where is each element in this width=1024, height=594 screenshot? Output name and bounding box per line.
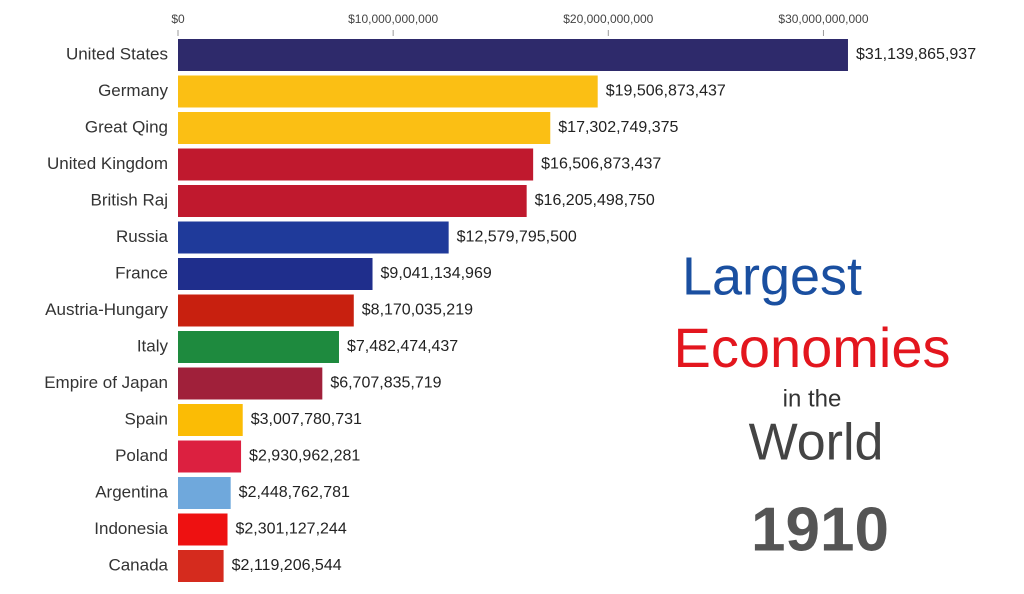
title-line: 1910 — [751, 495, 889, 564]
value-label: $17,302,749,375 — [558, 119, 678, 136]
bar — [178, 294, 354, 327]
category-label: United Kingdom — [47, 154, 168, 173]
category-label: Canada — [108, 555, 168, 574]
value-label: $8,170,035,219 — [362, 302, 473, 319]
category-label: Indonesia — [94, 519, 168, 538]
bar — [178, 39, 848, 71]
title-line: Largest — [682, 246, 862, 306]
category-label: Empire of Japan — [44, 373, 168, 392]
value-label: $2,301,127,244 — [236, 521, 347, 538]
bar — [178, 404, 243, 436]
value-label: $3,007,780,731 — [251, 411, 362, 428]
bar — [178, 112, 551, 144]
title-line: World — [749, 414, 884, 472]
x-tick-label: $20,000,000,000 — [563, 12, 653, 26]
bar — [178, 440, 242, 473]
value-label: $2,448,762,781 — [239, 484, 350, 501]
title-line: in the — [783, 385, 842, 412]
x-tick-label: $0 — [171, 12, 185, 26]
category-label: Russia — [116, 227, 169, 246]
category-label: Argentina — [95, 482, 168, 501]
value-label: $12,579,795,500 — [457, 229, 577, 246]
bar — [178, 221, 449, 254]
bar — [178, 477, 231, 509]
bar — [178, 185, 527, 217]
category-label: France — [115, 263, 168, 282]
value-label: $2,930,962,281 — [249, 448, 360, 465]
value-label: $16,506,873,437 — [541, 156, 661, 173]
category-label: Germany — [98, 81, 168, 100]
x-tick-label: $30,000,000,000 — [778, 12, 868, 26]
category-label: Poland — [115, 446, 168, 465]
bar — [178, 148, 534, 181]
value-label: $9,041,134,969 — [381, 265, 492, 282]
category-label: Spain — [125, 409, 168, 428]
value-label: $16,205,498,750 — [535, 192, 655, 209]
bar — [178, 331, 339, 363]
value-label: $19,506,873,437 — [606, 83, 726, 100]
bar — [178, 367, 323, 400]
category-label: United States — [66, 44, 168, 63]
bar — [178, 513, 228, 546]
value-label: $6,707,835,719 — [330, 375, 441, 392]
bar — [178, 550, 224, 582]
category-label: Austria-Hungary — [45, 300, 168, 319]
value-label: $2,119,206,544 — [232, 557, 342, 574]
title-line: Economies — [673, 316, 950, 379]
value-label: $31,139,865,937 — [856, 46, 976, 63]
x-tick-label: $10,000,000,000 — [348, 12, 438, 26]
bar — [178, 258, 373, 290]
category-label: British Raj — [91, 190, 168, 209]
category-label: Italy — [137, 336, 169, 355]
category-label: Great Qing — [85, 117, 168, 136]
value-label: $7,482,474,437 — [347, 338, 458, 355]
bar — [178, 75, 598, 108]
